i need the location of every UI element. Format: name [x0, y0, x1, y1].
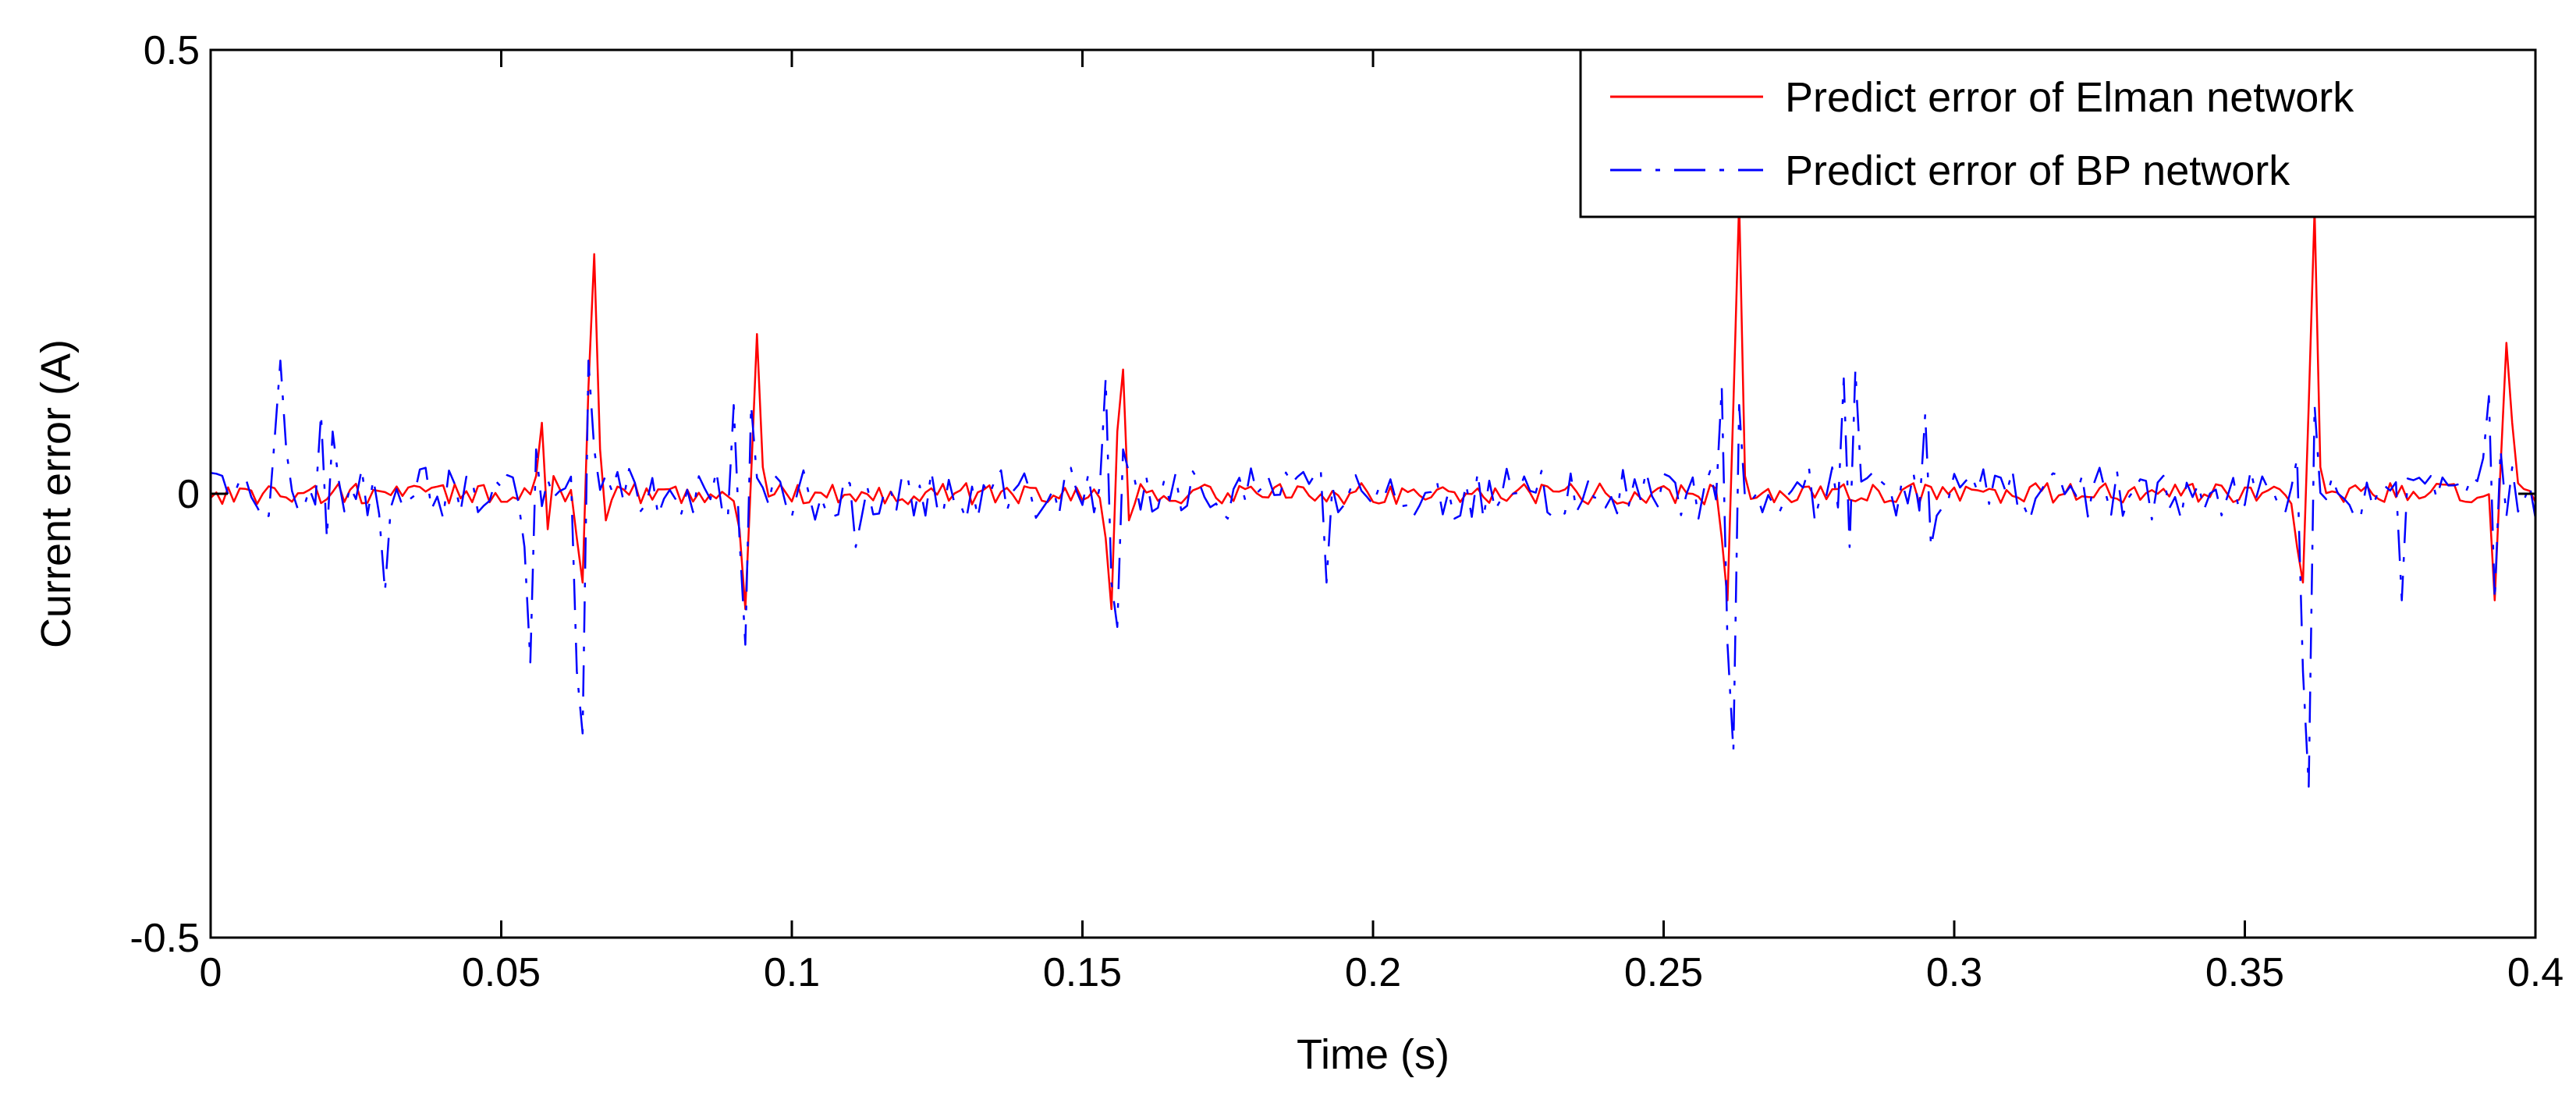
- y-tick-label: 0.5: [144, 28, 200, 73]
- x-axis-title: Time (s): [1297, 1031, 1449, 1078]
- ticks-group: 0 0.05 0.1 0.15 0.2 0.25 0.3 0.35 0.4-0.500.5: [130, 28, 2564, 995]
- y-tick-label: -0.5: [130, 916, 200, 961]
- x-tick-label: 0.35: [2205, 950, 2284, 995]
- x-tick-label: 0: [200, 950, 222, 995]
- x-tick-label: 0.1: [764, 950, 820, 995]
- x-tick-label: 0.2: [1345, 950, 1401, 995]
- x-tick-label: 0.4: [2507, 950, 2564, 995]
- series-group: [211, 200, 2535, 788]
- x-tick-label: 0.05: [462, 950, 541, 995]
- y-tick-label: 0: [177, 472, 200, 517]
- x-tick-label: 0.25: [1624, 950, 1703, 995]
- x-tick-label: 0.3: [1926, 950, 1982, 995]
- legend-label-elman: Predict error of Elman network: [1785, 74, 2354, 121]
- legend-label-bp: Predict error of BP network: [1785, 147, 2290, 194]
- y-axis-title: Current error (A): [33, 339, 80, 648]
- legend-box: [1579, 48, 2537, 218]
- x-tick-label: 0.15: [1043, 950, 1122, 995]
- legend: Predict error of Elman network Predict e…: [1579, 48, 2537, 218]
- series-line-bp: [211, 360, 2535, 788]
